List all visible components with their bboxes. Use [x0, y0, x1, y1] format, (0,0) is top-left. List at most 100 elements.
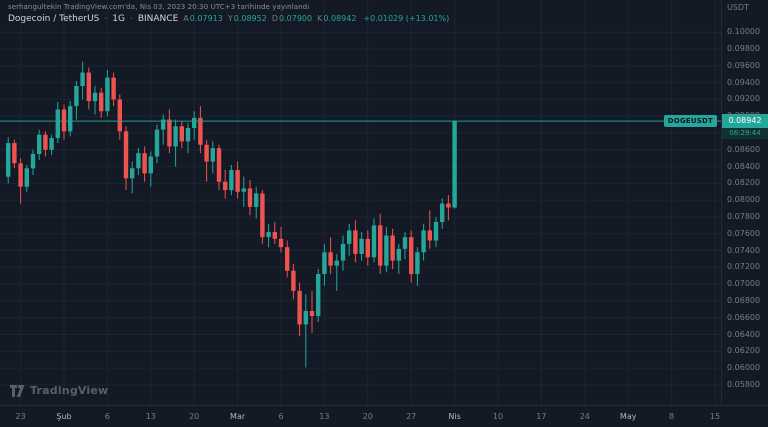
- candle-body: [173, 126, 178, 147]
- candle-body: [334, 260, 339, 266]
- candle-body: [365, 238, 370, 258]
- time-tick-label: 13: [319, 412, 330, 421]
- legend-change: +0.01029 (+13.01%): [363, 14, 450, 23]
- candle-body: [74, 86, 79, 107]
- time-tick-label: 6: [104, 412, 110, 421]
- candle-countdown: 06:29:44: [722, 128, 768, 140]
- time-tick-label: 15: [709, 412, 721, 421]
- time-tick-label: 20: [362, 412, 373, 421]
- candle-body: [92, 92, 98, 102]
- time-tick-label: 8: [669, 412, 675, 421]
- time-tick-label: 10: [492, 412, 504, 421]
- candle-body: [340, 243, 346, 261]
- price-tick-label: 0.07200: [727, 262, 761, 272]
- price-tick-label: 0.09800: [727, 44, 761, 54]
- candle-body: [198, 117, 203, 145]
- candle-body: [99, 92, 104, 112]
- legend-exchange[interactable]: BINANCE: [137, 14, 179, 24]
- candle-body: [142, 153, 147, 174]
- tradingview-watermark: TradingView: [10, 384, 108, 397]
- time-tick-label: Nis: [448, 412, 461, 421]
- candle-body: [111, 77, 116, 100]
- candle-body: [303, 311, 308, 325]
- candle-body: [229, 169, 234, 191]
- candle-body: [297, 290, 302, 325]
- legend-interval[interactable]: 1G: [112, 14, 125, 24]
- price-tick-label: 0.07600: [727, 228, 761, 238]
- candle-body: [359, 238, 364, 254]
- candle-body: [446, 203, 451, 208]
- current-price-badge: 0.08942: [722, 114, 768, 129]
- price-tick-label: 0.06000: [727, 363, 761, 373]
- time-tick-label: 6: [278, 412, 284, 421]
- candle-body: [117, 99, 122, 132]
- time-tick-label: 13: [145, 412, 156, 421]
- legend-low: D 0.07900: [272, 14, 312, 23]
- candle-body: [123, 131, 129, 179]
- price-line-symbol-tag: DOGEUSDT: [663, 115, 717, 128]
- candle-body: [285, 247, 290, 271]
- legend-high: Y 0.08952: [228, 14, 267, 23]
- candle-body: [30, 154, 36, 169]
- price-tick-label: 0.06600: [727, 312, 761, 322]
- time-axis[interactable]: 23 Şub 6 13 20 Mar 6 13 20 27 Nis 10 17 24 May 8 15: [0, 405, 768, 427]
- price-tick-label: 0.08000: [727, 195, 761, 205]
- price-tick-label: 0.09200: [727, 94, 761, 104]
- price-tick-label: 0.08600: [727, 144, 761, 154]
- time-tick-label: 24: [579, 412, 590, 421]
- candle-body: [49, 138, 54, 150]
- publish-info: serhangultekin TradingView.com'da, Nis 0…: [8, 3, 310, 11]
- candle-body: [179, 126, 184, 142]
- candle-body: [210, 148, 215, 162]
- low-label: D: [271, 14, 278, 23]
- price-axis-currency[interactable]: USDT: [727, 3, 749, 12]
- low-value: 0.07900: [279, 14, 313, 23]
- close-label: K: [317, 14, 323, 23]
- candle-body: [427, 230, 432, 241]
- high-value: 0.08952: [233, 14, 267, 23]
- candle-body: [61, 109, 67, 132]
- time-tick-label: Mar: [230, 412, 246, 421]
- candle-body: [6, 143, 11, 177]
- candle-body: [204, 144, 209, 162]
- legend-symbol[interactable]: Dogecoin / TetherUS: [8, 14, 100, 24]
- price-tick-label: 0.09600: [727, 60, 761, 70]
- candle-body: [254, 193, 259, 207]
- time-tick-label: 20: [189, 412, 200, 421]
- candle-body: [347, 230, 352, 244]
- candle-body: [396, 248, 401, 261]
- legend-separator: ·: [104, 14, 108, 24]
- candle-body: [130, 168, 135, 179]
- legend-close: K 0.08942: [317, 14, 356, 23]
- legend-open: A 0.07913: [183, 14, 223, 23]
- legend-separator: ·: [129, 14, 133, 24]
- candle-body: [68, 106, 73, 132]
- candle-body: [86, 72, 91, 102]
- candle-body: [409, 237, 414, 275]
- price-tick-label: 0.07400: [727, 245, 761, 255]
- time-tick-label: 27: [406, 412, 417, 421]
- candle-body: [235, 169, 240, 192]
- candle-body: [415, 252, 420, 275]
- high-label: Y: [227, 14, 233, 23]
- price-tick-label: 0.06400: [727, 329, 761, 339]
- price-tick-label: 0.08400: [727, 161, 761, 171]
- candle-body: [18, 163, 23, 187]
- candlestick-chart[interactable]: [0, 0, 721, 405]
- tradingview-logo-icon: [10, 384, 25, 397]
- candle-body: [247, 188, 253, 207]
- time-tick-label: Şub: [56, 412, 72, 421]
- candle-body: [43, 134, 48, 150]
- candle-body: [37, 134, 42, 155]
- candle-body: [24, 168, 29, 187]
- candle-body: [384, 235, 389, 266]
- price-tick-label: 0.10000: [727, 27, 761, 37]
- candle-body: [12, 143, 17, 164]
- candle-body: [80, 72, 85, 87]
- candle-body: [390, 235, 395, 261]
- candle-body: [353, 230, 358, 254]
- price-axis[interactable]: 0.100000.098000.096000.094000.092000.090…: [721, 0, 768, 405]
- time-tick-label: 17: [536, 412, 547, 421]
- candle-body: [241, 188, 246, 192]
